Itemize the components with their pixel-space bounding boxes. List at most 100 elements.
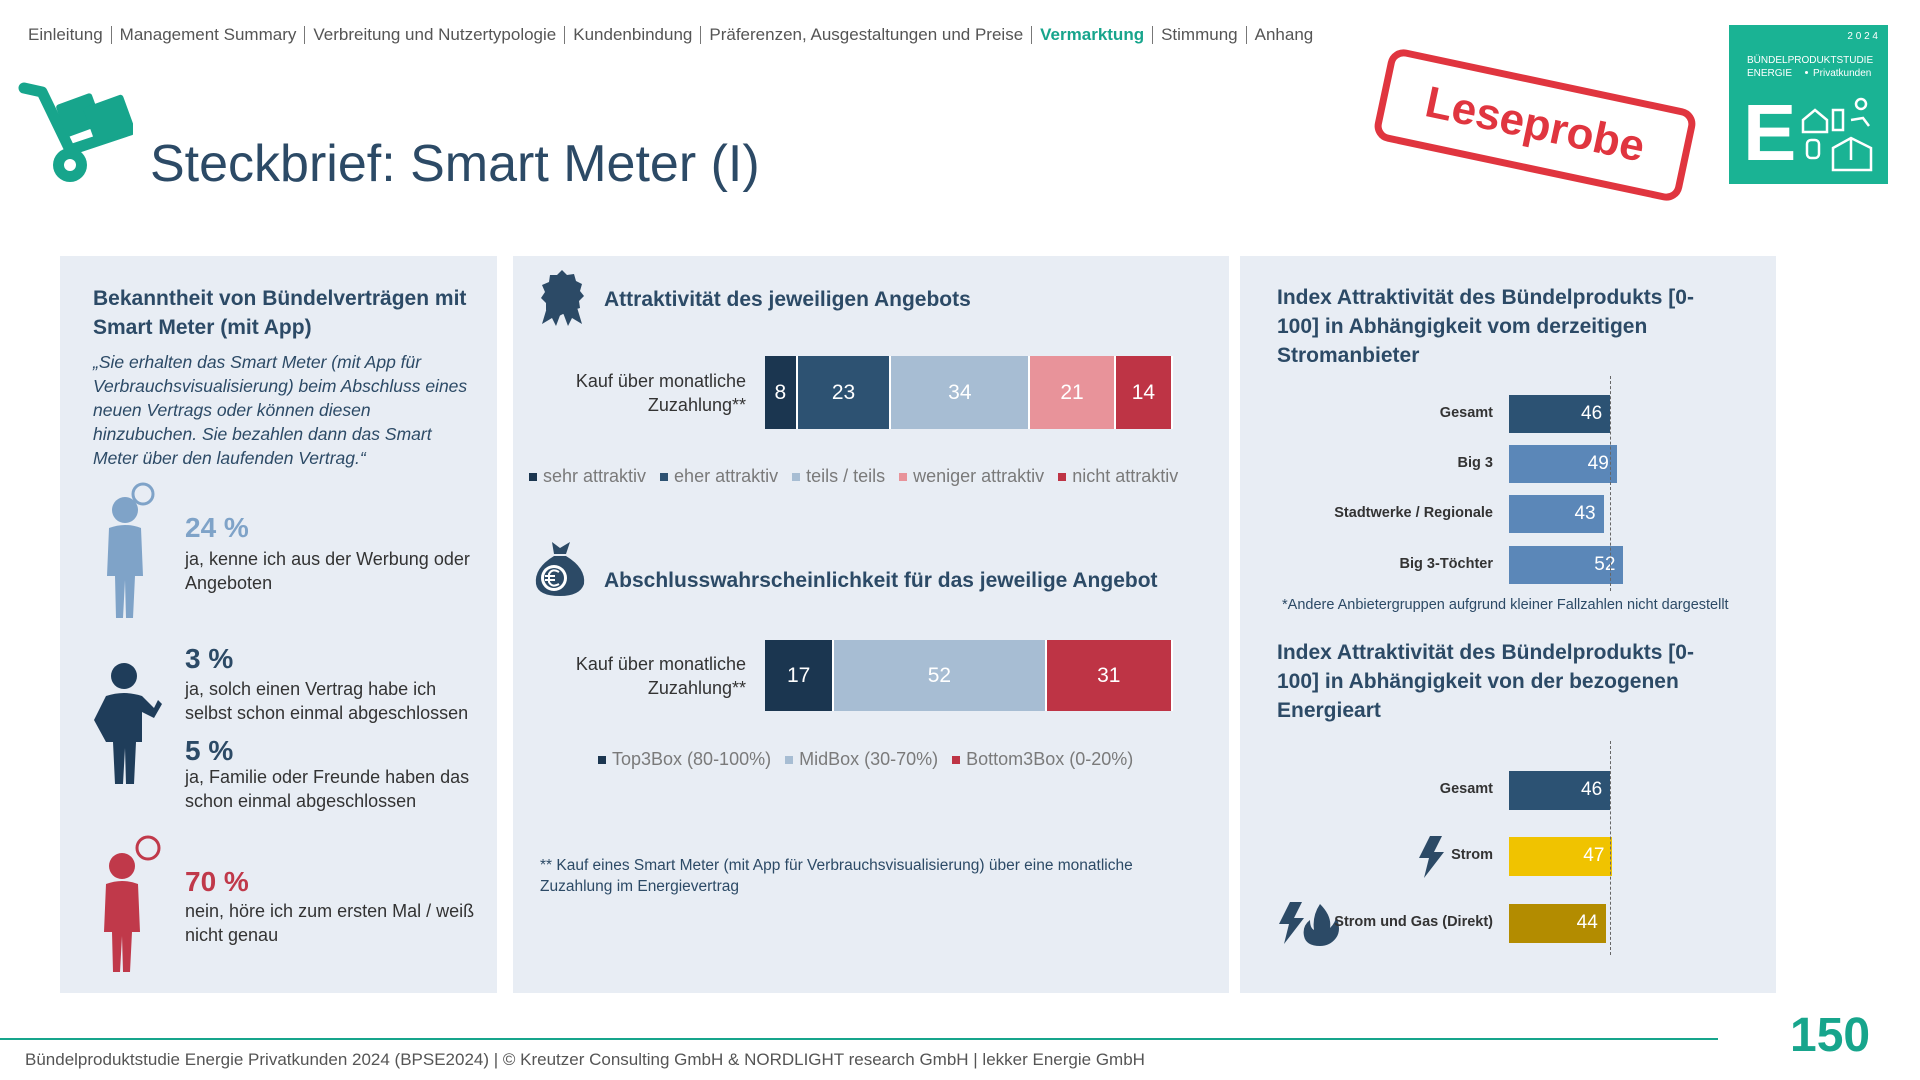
value-label: 44 — [1576, 912, 1598, 933]
value-label: 31 — [1097, 663, 1121, 687]
stamp-text: Leseprobe — [1421, 77, 1650, 172]
legend-item: eher attraktiv — [660, 466, 778, 487]
value-label: 52 — [927, 663, 952, 687]
legend-item: Bottom3Box (0-20%) — [952, 749, 1133, 770]
footer-rule — [0, 1038, 1718, 1040]
nav-item: Stimmung — [1152, 26, 1246, 44]
value-label: 34 — [948, 380, 972, 404]
legend-label: MidBox (30-70%) — [799, 749, 939, 769]
category-label: Big 3 — [1457, 455, 1493, 471]
value-label: 49 — [1587, 453, 1609, 474]
bar: 43 — [1509, 495, 1604, 533]
footer-text: Bündelproduktstudie Energie Privatkunden… — [25, 1050, 1145, 1069]
legend-swatch — [660, 473, 669, 482]
navigation: Einleitung Management Summary Verbreitung … — [28, 26, 1321, 44]
logo-dot — [1805, 71, 1808, 74]
legend-label: sehr attraktiv — [543, 466, 647, 486]
logo-year: 2 0 2 4 — [1847, 31, 1878, 42]
quote: „Sie erhalten das Smart Meter (mit App f… — [93, 352, 468, 468]
bar-segment: 17 — [765, 640, 835, 711]
page-number: 150 — [1790, 1009, 1871, 1062]
value-label: 14 — [1131, 380, 1156, 404]
percent: 3 % — [185, 643, 234, 674]
bar: 52 — [1509, 546, 1624, 584]
legend: sehr attraktiv eher attraktiv teils / teil… — [529, 466, 1178, 487]
legend-item: Top3Box (80-100%) — [598, 749, 771, 770]
bar: 47 — [1509, 836, 1613, 876]
value-label: 23 — [831, 380, 856, 404]
legend-swatch — [792, 473, 801, 482]
value-label: 17 — [787, 663, 811, 687]
award-icon — [541, 270, 584, 326]
value-label: 8 — [774, 380, 787, 404]
category-label: Big 3-Töchter — [1399, 556, 1493, 572]
category-label: Gesamt — [1439, 405, 1493, 421]
legend-item: MidBox (30-70%) — [785, 749, 938, 770]
nav-item: Kundenbindung — [564, 26, 700, 44]
bar-segment: 14 — [1115, 356, 1173, 429]
bar-segment: 8 — [765, 356, 798, 429]
chart-title: Abschlusswahrscheinlichkeit für das jewe… — [604, 569, 1158, 592]
money-icon — [535, 542, 585, 596]
footnote: ** Kauf eines Smart Meter (mit App für V… — [540, 857, 1133, 895]
legend-item: nicht attraktiv — [1058, 466, 1178, 487]
category-label: Strom und Gas (Direkt) — [1334, 914, 1493, 930]
value-label: 47 — [1583, 845, 1605, 866]
reference-line — [1610, 376, 1612, 591]
bar-segment: 31 — [1046, 640, 1173, 711]
footnote: *Andere Anbietergruppen aufgrund kleiner… — [1282, 597, 1729, 613]
legend-label: weniger attraktiv — [913, 466, 1045, 486]
person-icon — [107, 482, 155, 618]
value-label: 46 — [1581, 779, 1603, 800]
stamp: Leseprobe — [1371, 46, 1699, 204]
value-label: 43 — [1574, 503, 1596, 524]
legend-item: sehr attraktiv — [529, 466, 646, 487]
value-label: 52 — [1594, 554, 1616, 575]
legend-swatch — [1058, 473, 1067, 482]
bar-segment: 21 — [1030, 356, 1116, 429]
legend-label: eher attraktiv — [674, 466, 779, 486]
legend-swatch — [598, 756, 606, 765]
nav-item: Präferenzen, Ausgestaltungen und Preise — [700, 26, 1031, 44]
legend-swatch — [785, 756, 794, 765]
category-label: Kauf über monatliche Zuzahlung** — [575, 370, 746, 415]
bar: 49 — [1509, 445, 1617, 483]
logo: 2 0 2 4 BÜNDELPRODUKTSTUDIE ENERGIE Priv… — [1729, 25, 1888, 184]
category-label: Stadtwerke / Regionale — [1334, 505, 1493, 521]
category-label: Kauf über monatliche Zuzahlung** — [575, 653, 746, 698]
panel — [1240, 256, 1776, 993]
legend-label: nicht attraktiv — [1072, 466, 1179, 486]
value-label: 21 — [1060, 380, 1084, 404]
cart-icon — [18, 82, 133, 182]
chart-title: Attraktivität des jeweiligen Angebots — [604, 288, 971, 311]
person-icon — [104, 835, 161, 972]
panel-title: Bekanntheit von Bündelverträgen mit Smar… — [93, 287, 467, 339]
logo-letter: E — [1743, 88, 1797, 177]
nav-item: Vermarktung — [1031, 26, 1152, 44]
percent: 5 % — [185, 735, 234, 766]
bar: 46 — [1509, 770, 1611, 810]
bar-segment: 23 — [797, 356, 892, 429]
legend-swatch — [952, 756, 961, 765]
nav-item: Management Summary — [110, 26, 305, 44]
logo-icons — [1801, 97, 1873, 172]
percent: 70 % — [185, 866, 249, 897]
nav-item: Einleitung — [28, 25, 103, 44]
logo-line: BÜNDELPRODUKTSTUDIE — [1747, 55, 1874, 66]
item-text: ja, kenne ich aus der Werbung oder Angeb… — [185, 549, 470, 593]
item-text: nein, höre ich zum ersten Mal / weiß nic… — [185, 901, 475, 945]
legend-swatch — [899, 473, 908, 482]
lightning-flame-icon — [1279, 902, 1339, 946]
reference-line — [1610, 741, 1612, 955]
value-label: 46 — [1581, 403, 1603, 424]
category-label: Strom — [1451, 847, 1493, 863]
page-title: Steckbrief: Smart Meter (I) — [150, 135, 760, 193]
bar: 44 — [1509, 903, 1606, 943]
legend-label: Bottom3Box (0-20%) — [966, 749, 1134, 769]
legend-label: Top3Box (80-100%) — [612, 749, 772, 769]
item-text: ja, solch einen Vertrag habe ich selbst … — [185, 679, 469, 723]
percent: 24 % — [185, 512, 249, 543]
logo-line: ENERGIE — [1747, 68, 1793, 79]
logo-line: Privatkunden — [1813, 68, 1872, 79]
